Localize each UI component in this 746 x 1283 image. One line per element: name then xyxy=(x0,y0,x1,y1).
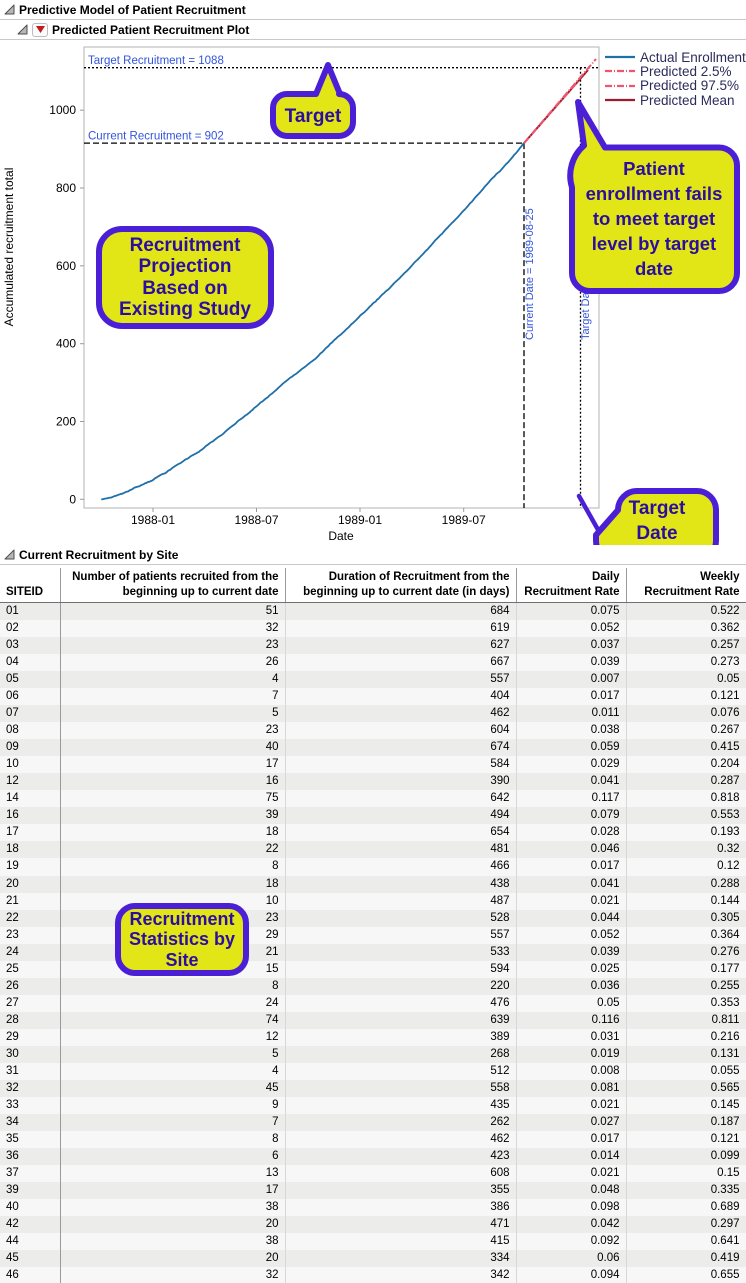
svg-text:Date: Date xyxy=(636,523,677,544)
svg-text:Target: Target xyxy=(629,498,686,519)
